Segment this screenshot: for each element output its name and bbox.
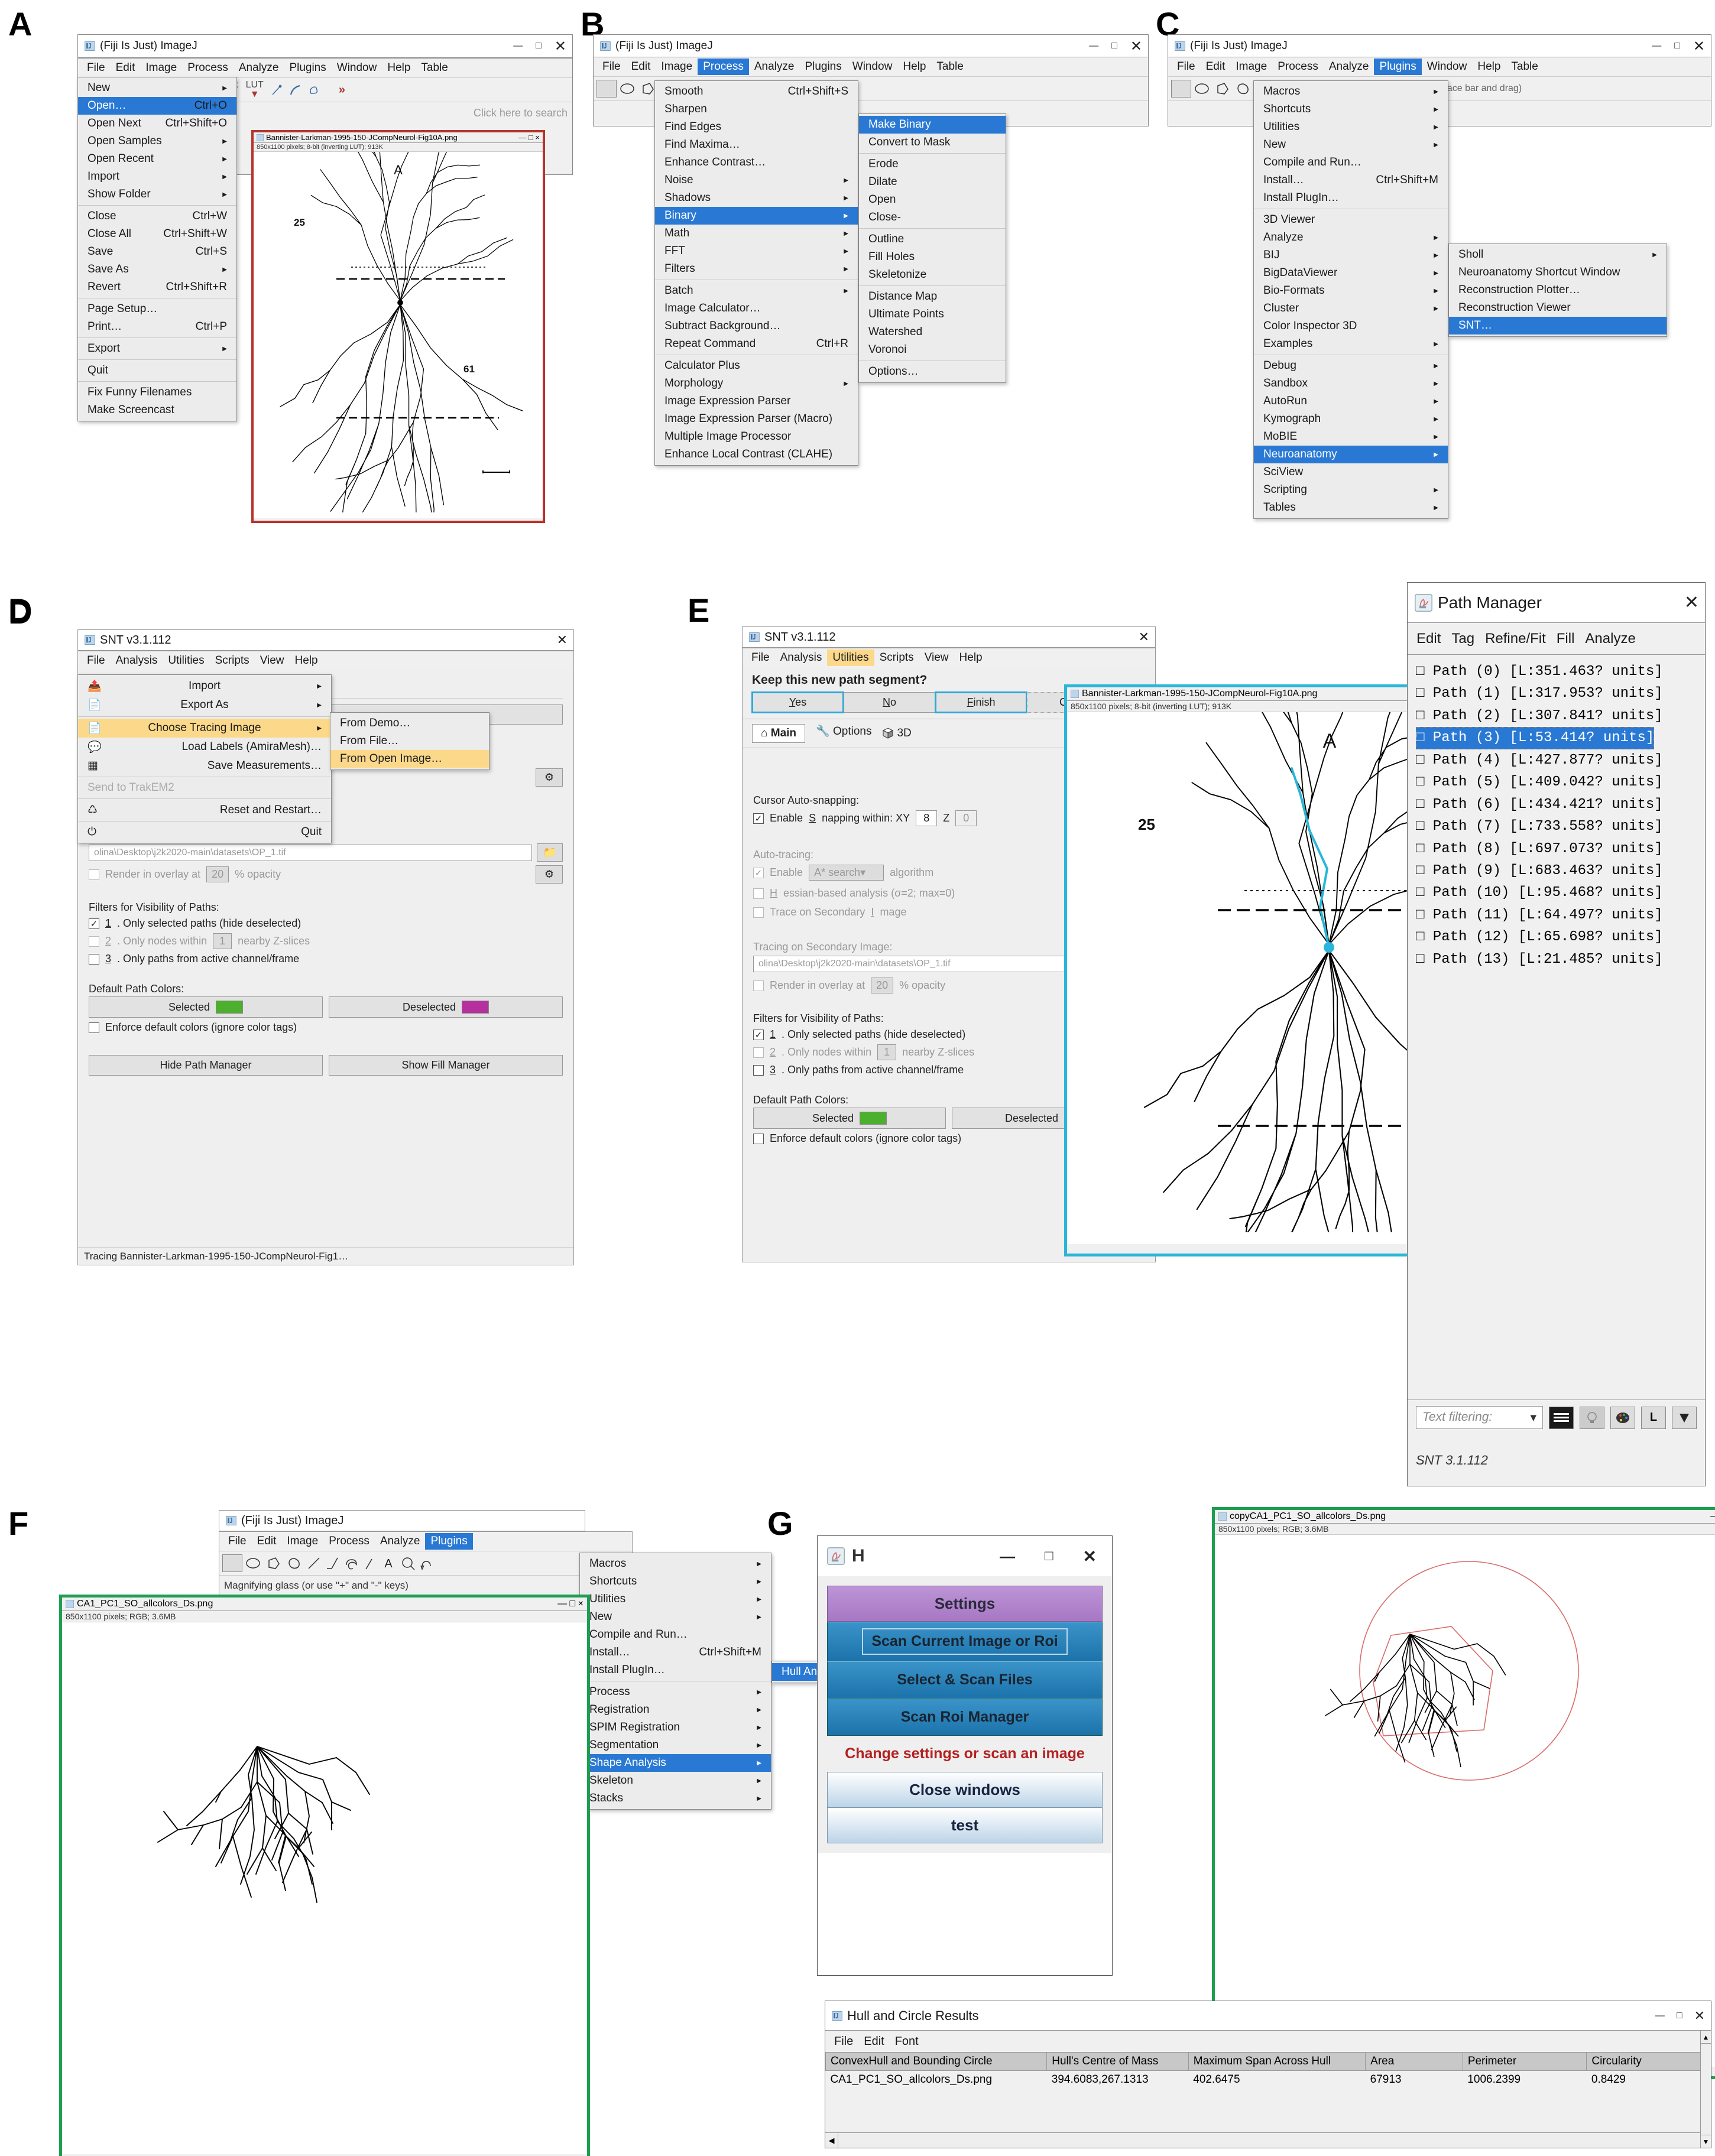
svg-text:A: A (384, 1557, 393, 1570)
